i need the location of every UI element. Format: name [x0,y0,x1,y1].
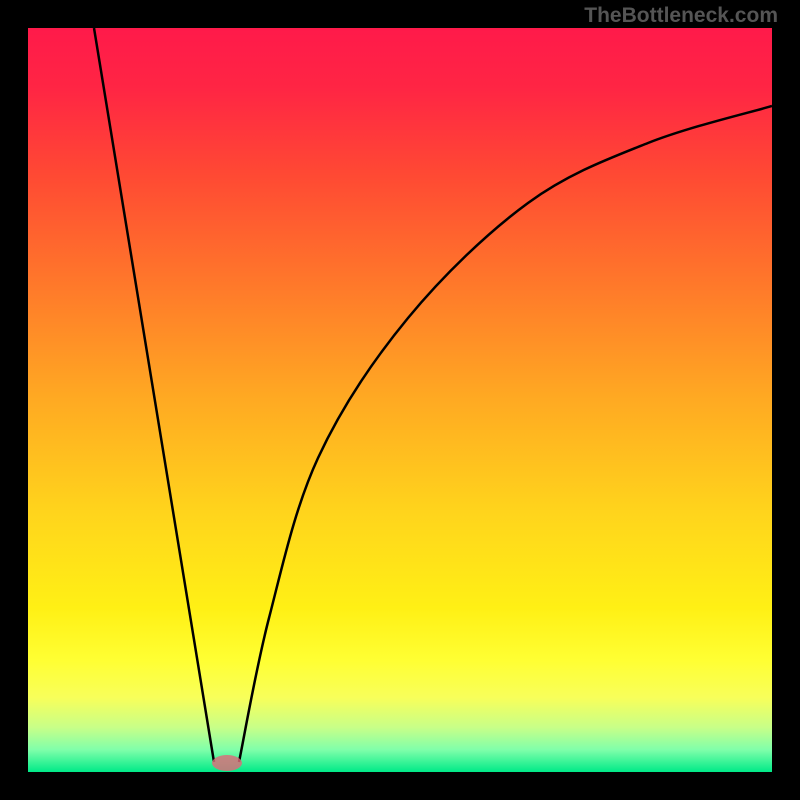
minimum-marker [212,755,242,771]
watermark-text: TheBottleneck.com [584,4,778,28]
chart-svg [28,28,772,772]
chart-area [28,28,772,772]
